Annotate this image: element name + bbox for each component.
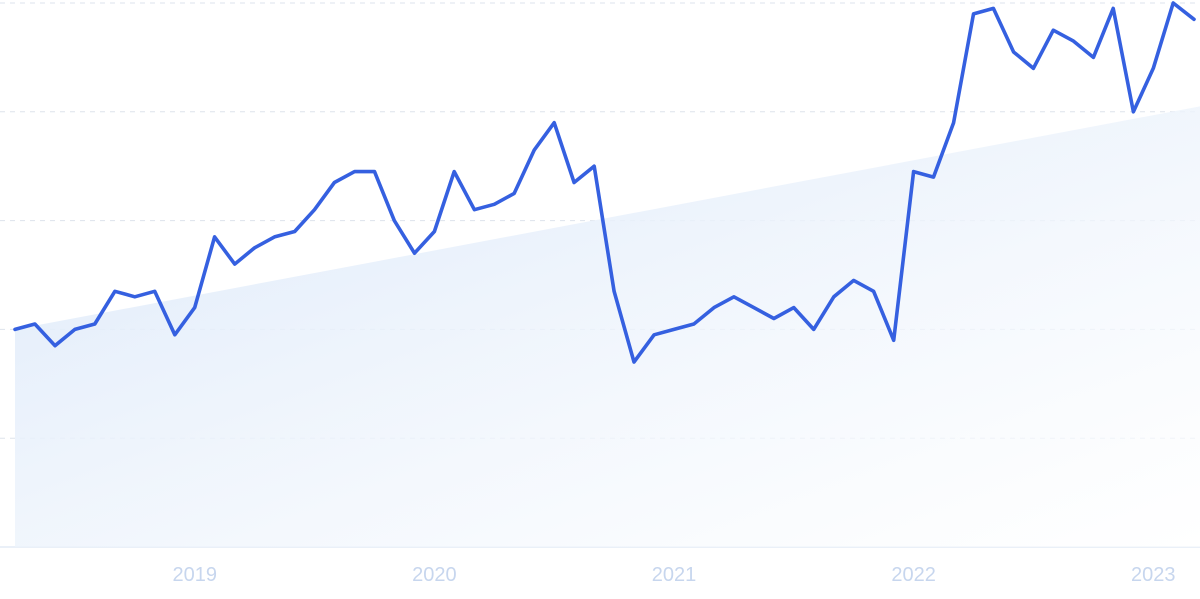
- x-axis: 2019 2020 2021 2022 2023: [172, 564, 1175, 586]
- x-tick-label: 2019: [172, 564, 217, 586]
- x-tick-label: 2022: [891, 564, 936, 586]
- series-line: [13, 1, 1196, 364]
- trend-area-layer: [15, 106, 1200, 548]
- x-tick-label: 2021: [652, 564, 697, 586]
- x-tick-label: 2020: [412, 564, 457, 586]
- trend-area: [15, 106, 1200, 548]
- series-line-layer: [13, 1, 1196, 364]
- x-tick-label: 2023: [1131, 564, 1176, 586]
